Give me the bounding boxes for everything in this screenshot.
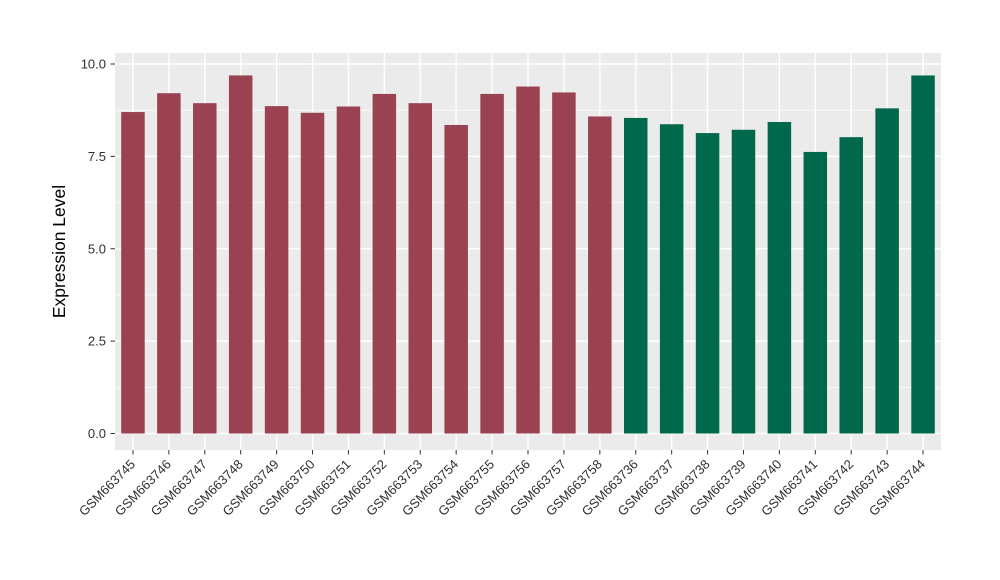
y-axis-title: Expression Level	[49, 185, 69, 318]
y-tick-label: 5.0	[88, 241, 106, 256]
bar	[480, 93, 504, 434]
bar	[659, 124, 684, 434]
bar	[193, 103, 217, 434]
bar	[444, 124, 468, 434]
bar	[264, 106, 289, 434]
bar	[228, 75, 253, 434]
y-tick-label: 2.5	[88, 334, 106, 349]
y-tick-label: 0.0	[88, 426, 106, 441]
bar	[695, 133, 720, 434]
bar	[911, 75, 935, 434]
bar	[157, 93, 181, 434]
y-tick-label: 10.0	[81, 57, 106, 72]
bar	[731, 129, 756, 434]
bar	[552, 92, 576, 434]
bar	[803, 151, 828, 434]
bar	[408, 103, 433, 434]
bar	[588, 116, 612, 434]
bar	[516, 86, 540, 434]
bar	[839, 137, 863, 434]
bar	[875, 108, 899, 434]
y-tick-label: 7.5	[88, 149, 106, 164]
bar	[623, 117, 648, 434]
bar	[300, 112, 325, 434]
bar	[372, 93, 397, 434]
bar	[121, 112, 145, 434]
bar	[767, 122, 792, 434]
bar	[336, 106, 361, 434]
